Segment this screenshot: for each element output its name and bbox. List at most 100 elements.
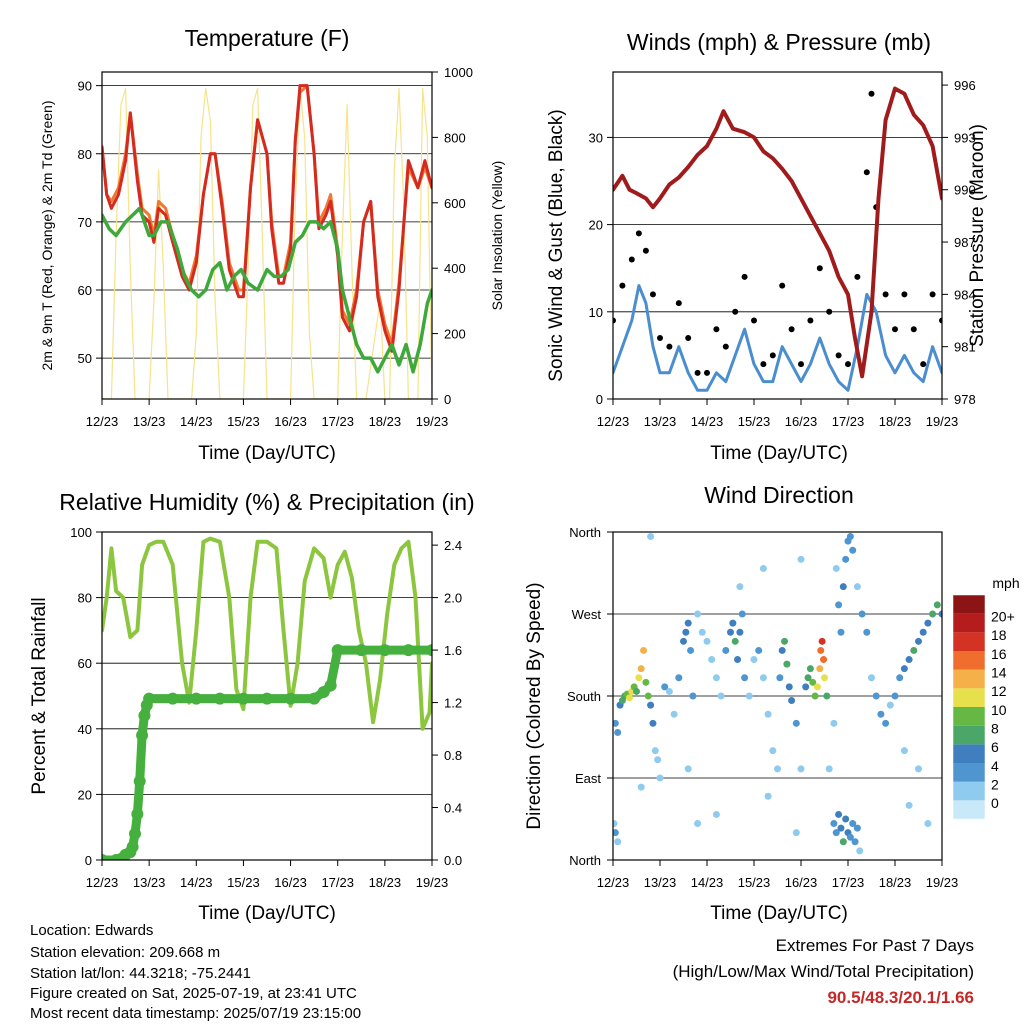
direction-point: [924, 619, 932, 627]
direction-point: [759, 674, 767, 682]
extremes-title: Extremes For Past 7 Days: [775, 936, 974, 955]
y-right-tick-label: 600: [444, 196, 466, 211]
y-axis-label: Percent & Total Rainfall: [29, 597, 50, 794]
plot-frame: [612, 531, 943, 861]
y-tick-label: North: [569, 853, 601, 868]
gust-point: [666, 343, 673, 350]
direction-point: [792, 719, 800, 727]
rain-point: [261, 692, 273, 705]
y-right-tick-label: 1000: [444, 65, 473, 80]
direction-point: [806, 665, 814, 673]
colorbar-cell: [953, 744, 985, 763]
direction-point: [823, 692, 831, 700]
y-tick-label: 20: [589, 218, 603, 233]
y-axis-label: 2m & 9m T (Red, Orange) & 2m Td (Green): [39, 101, 55, 371]
direction-point: [717, 692, 725, 700]
rain-point: [213, 692, 226, 705]
gust-point: [619, 282, 626, 289]
direction-point: [684, 619, 692, 627]
direction-point: [849, 820, 857, 828]
direction-point: [642, 678, 650, 686]
x-tick-label: 19/23: [926, 414, 959, 429]
colorbar-label: 2: [991, 776, 999, 792]
y-tick-label: 60: [78, 656, 92, 671]
direction-point: [804, 674, 812, 682]
direction-point: [764, 792, 772, 800]
x-tick-label: 16/23: [785, 414, 818, 429]
plot-area: [613, 86, 942, 392]
gust-point: [910, 326, 917, 333]
direction-point: [835, 601, 843, 609]
colorbar-cell: [953, 669, 985, 689]
direction-point: [837, 824, 845, 832]
gust-point: [613, 317, 616, 324]
direction-point: [764, 710, 772, 718]
direction-point: [851, 838, 859, 846]
colorbar-label: 12: [991, 683, 1007, 699]
x-tick-label: 13/23: [133, 875, 166, 890]
colorbar-label: 6: [991, 739, 999, 755]
rain-point: [284, 692, 297, 705]
y-right-axis-label: Station Pressure (Maroon): [967, 124, 988, 347]
colorbar-cell: [953, 707, 985, 726]
y-tick-label: 0: [85, 853, 92, 868]
series-line: [613, 86, 942, 379]
x-axis-label: Time (Day/UTC): [710, 443, 848, 464]
gust-point: [788, 326, 795, 333]
direction-point: [915, 765, 922, 773]
direction-point: [750, 656, 758, 664]
rain-point: [126, 840, 139, 853]
y-axis-label: Sonic Wind & Gust (Blue, Black): [546, 109, 567, 381]
direction-point: [856, 847, 864, 855]
colorbar-label: 0: [991, 795, 999, 811]
rain-point: [378, 644, 391, 657]
direction-point: [900, 665, 908, 673]
colorbar-label: 8: [991, 720, 999, 736]
direction-point: [661, 683, 669, 691]
direction-point: [613, 820, 618, 828]
rain-point: [331, 644, 344, 657]
direction-point: [651, 747, 659, 755]
y-right-tick-label: 0.0: [444, 853, 462, 868]
direction-point: [675, 674, 683, 682]
x-tick-label: 17/23: [321, 414, 354, 429]
direction-point: [832, 564, 840, 572]
direction-point: [637, 783, 645, 791]
direction-point: [741, 674, 749, 682]
y-tick-label: 20: [78, 787, 92, 802]
y-tick-label: 100: [70, 525, 92, 540]
direction-point: [703, 637, 711, 645]
direction-point: [637, 665, 645, 673]
direction-point: [849, 546, 857, 554]
direction-point: [769, 747, 777, 755]
direction-point: [837, 628, 845, 636]
colorbar-cell: [953, 688, 985, 707]
x-tick-label: 14/23: [180, 875, 213, 890]
y-right-tick-label: 987: [954, 235, 976, 250]
x-tick-label: 14/23: [691, 414, 724, 429]
gust-point: [704, 369, 710, 376]
direction-point: [933, 601, 941, 609]
colorbar-cell: [953, 763, 985, 782]
x-tick-label: 14/23: [180, 414, 213, 429]
y-axis-label: Direction (Colored By Speed): [524, 582, 545, 829]
y-right-tick-label: 2.4: [444, 538, 462, 553]
x-tick-label: 17/23: [832, 414, 865, 429]
rain-point: [102, 854, 108, 860]
extremes-subtitle: (High/Low/Max Wind/Total Precipitation): [672, 962, 974, 981]
direction-point: [915, 637, 922, 645]
direction-point: [745, 692, 753, 700]
plot-frame: [612, 71, 943, 400]
direction-point: [929, 610, 937, 618]
x-tick-label: 12/23: [86, 414, 119, 429]
series-line: [613, 284, 942, 392]
gust-point: [920, 361, 927, 368]
direction-point: [682, 628, 690, 636]
rain-point: [110, 854, 123, 860]
chart-title: Winds (mph) & Pressure (mb): [627, 29, 931, 55]
direction-point: [694, 610, 702, 618]
direction-point: [830, 719, 838, 727]
colorbar-cell: [953, 613, 985, 633]
direction-point: [654, 756, 662, 764]
